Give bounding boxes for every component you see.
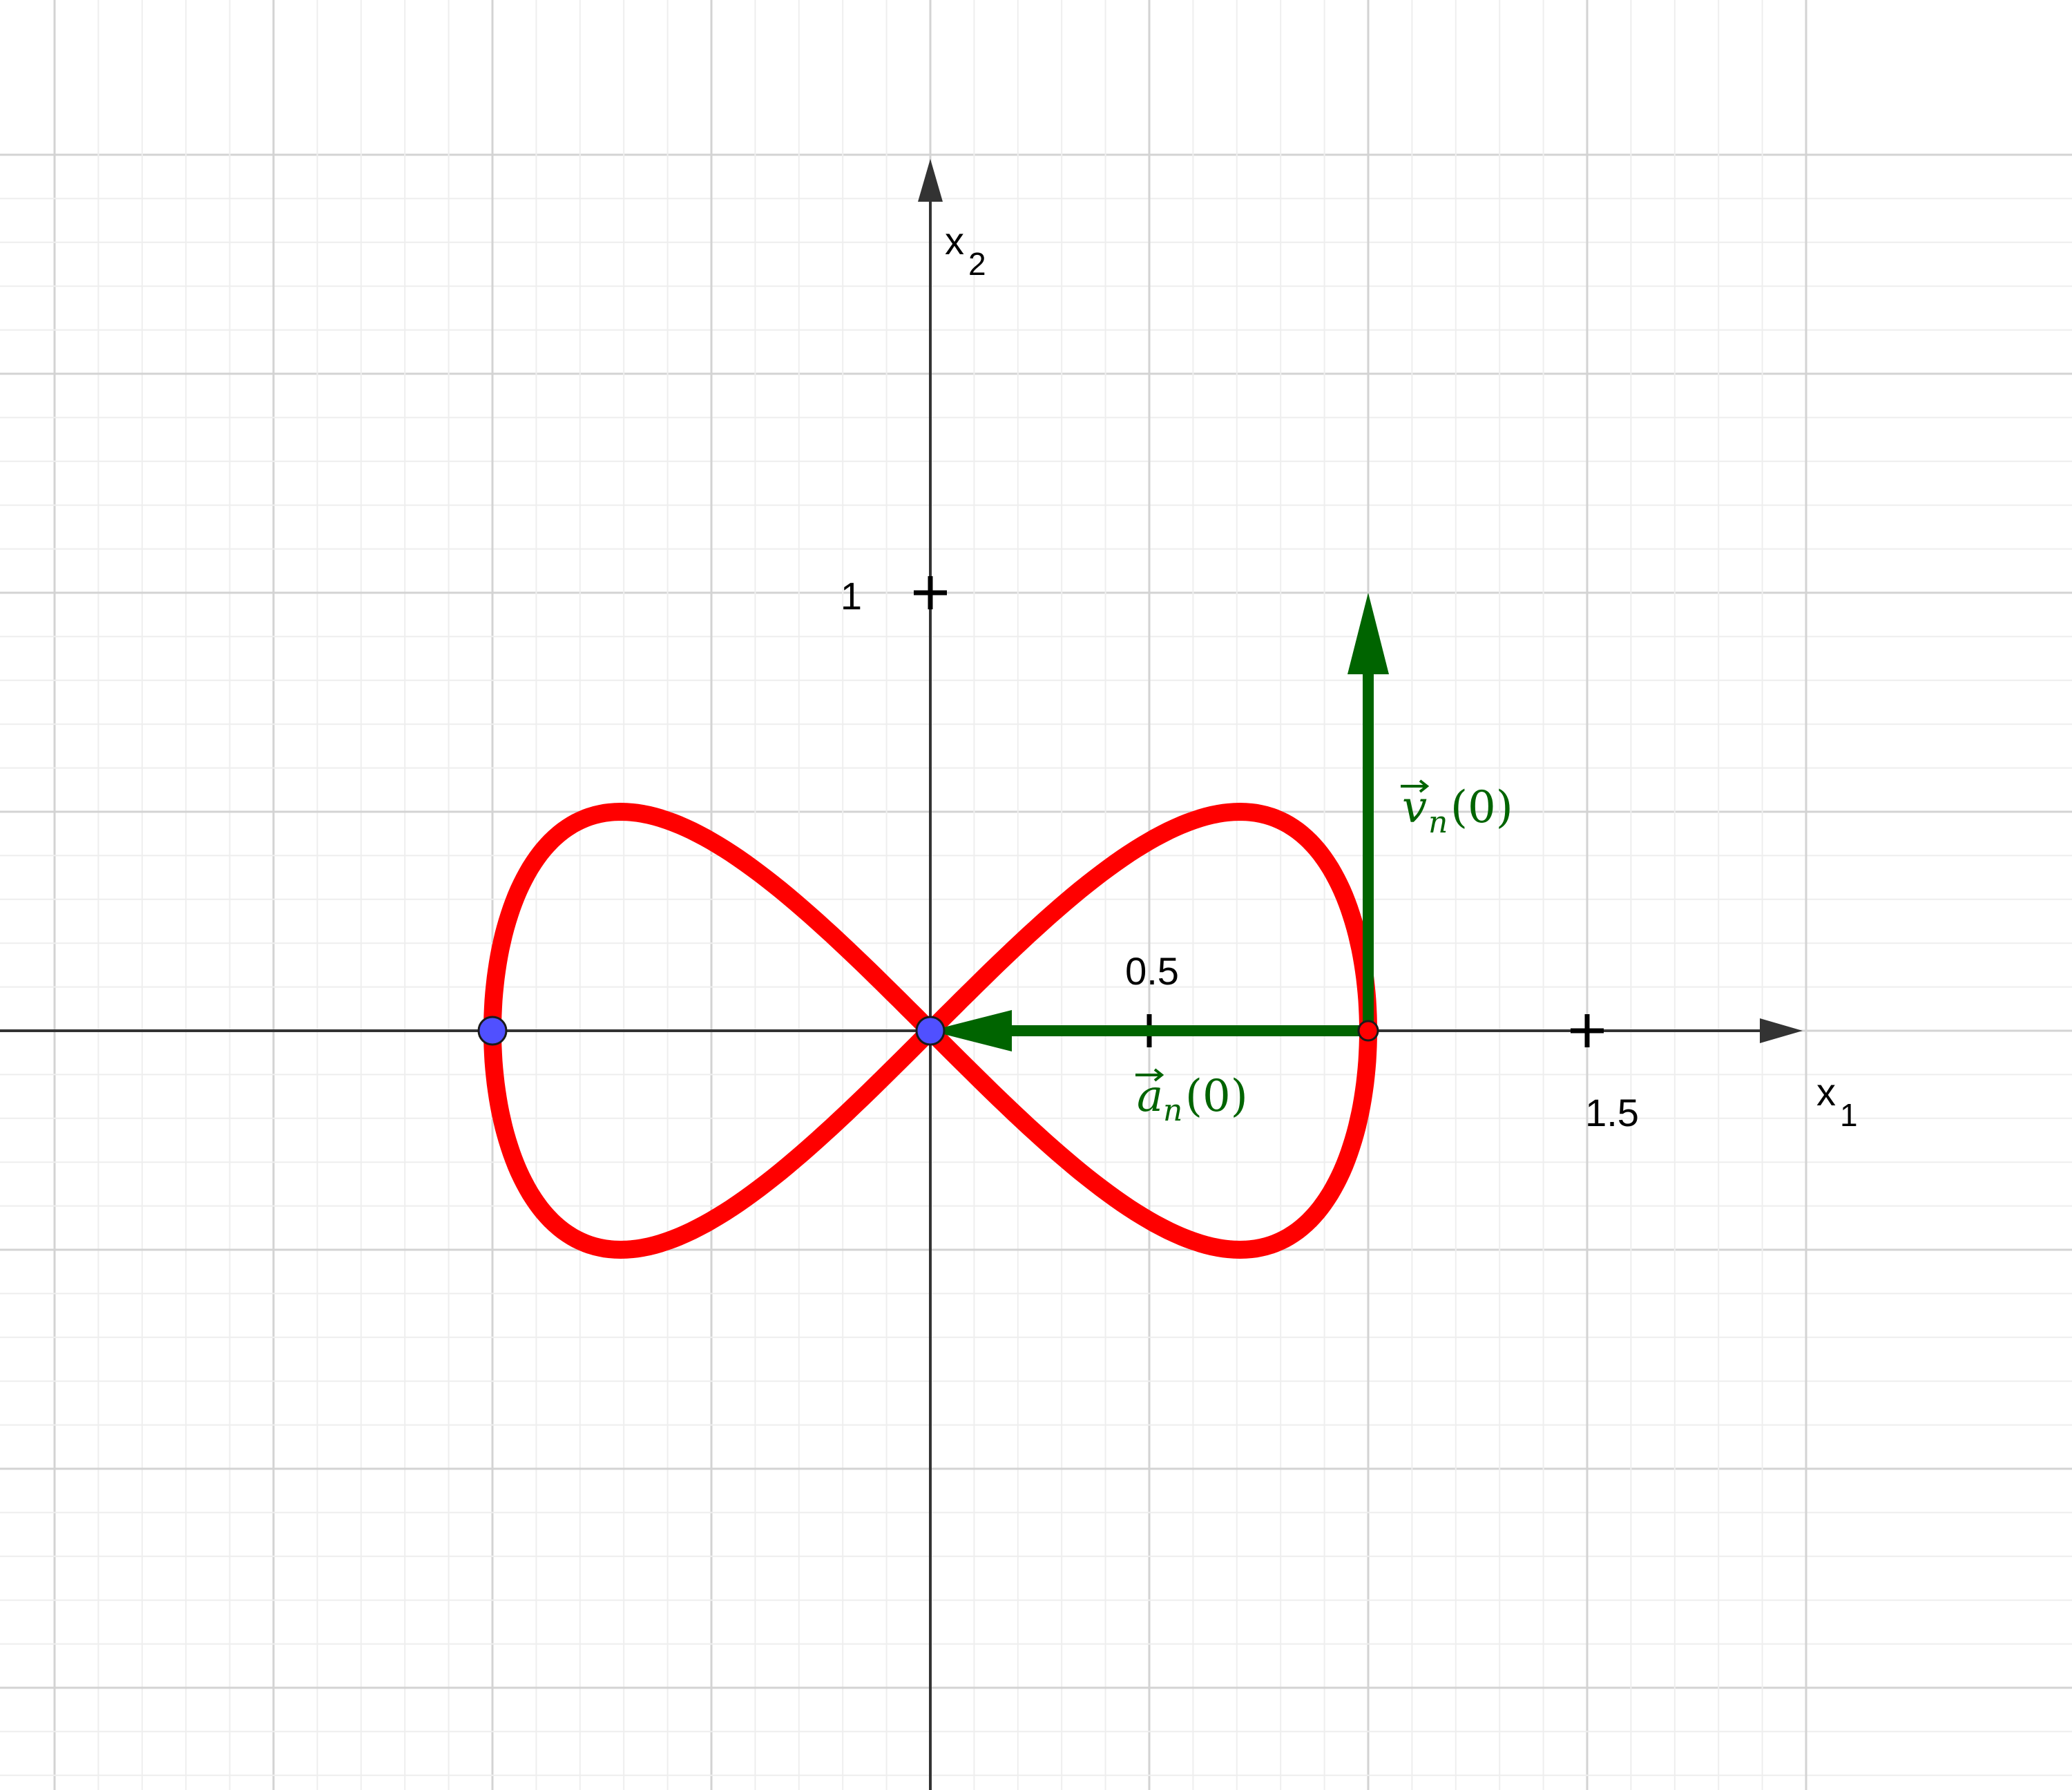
svg-text:n: n — [1163, 1093, 1182, 1128]
y-tick-label-1: 1 — [841, 574, 862, 618]
x-axis-arrowhead — [1760, 1018, 1803, 1043]
y-axis-label: x 2 — [945, 219, 986, 282]
x-axis-label: x 1 — [1816, 1070, 1858, 1133]
x-axis — [0, 1018, 1803, 1043]
points — [477, 1016, 1379, 1046]
svg-text:2: 2 — [968, 246, 986, 282]
acceleration-arrowhead — [930, 1010, 1012, 1051]
svg-text:1: 1 — [1840, 1097, 1858, 1133]
y-axis — [918, 159, 943, 1790]
svg-text:(0): (0) — [1450, 782, 1513, 833]
x-tick-label-1.5: 1.5 — [1585, 1091, 1639, 1134]
acceleration-vector — [930, 1010, 1368, 1051]
point-start[interactable] — [1357, 1020, 1379, 1042]
acceleration-label: a n (0) — [1135, 1068, 1248, 1128]
point-left-extreme[interactable] — [477, 1016, 508, 1046]
x-tick-label-0.5: 0.5 — [1125, 949, 1179, 993]
point-origin[interactable] — [915, 1016, 946, 1046]
x-tick-mark — [1571, 1014, 1604, 1047]
svg-text:x: x — [945, 219, 964, 263]
vectors — [930, 593, 1389, 1051]
svg-text:a: a — [1137, 1071, 1163, 1122]
velocity-label: v n (0) — [1401, 779, 1513, 840]
svg-text:n: n — [1428, 805, 1448, 840]
y-axis-arrowhead — [918, 159, 943, 202]
svg-text:x: x — [1816, 1070, 1836, 1114]
y-tick-mark — [914, 576, 947, 609]
svg-text:(0): (0) — [1185, 1071, 1248, 1122]
velocity-arrowhead — [1347, 593, 1389, 674]
velocity-vector — [1347, 593, 1389, 1031]
